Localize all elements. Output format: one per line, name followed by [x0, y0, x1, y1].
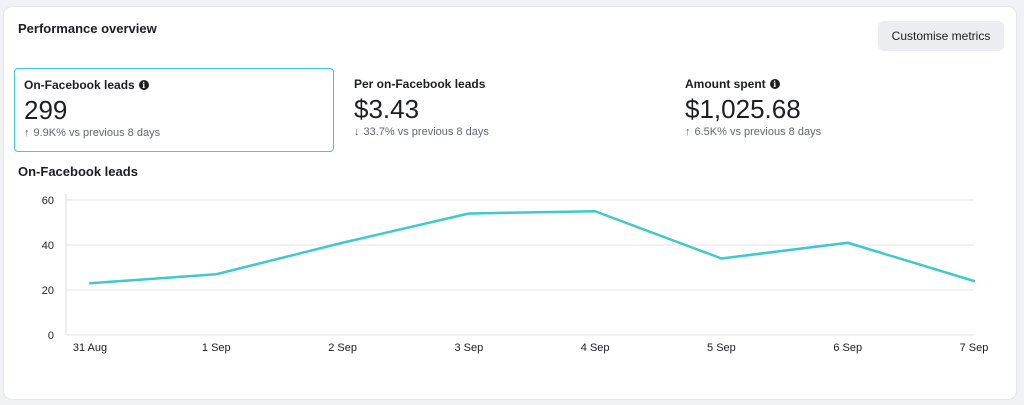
x-tick-label: 4 Sep [581, 342, 610, 354]
metric-value: $3.43 [354, 94, 420, 124]
metric-value: $1,025.68 [685, 94, 801, 124]
metric-change: ↓ 33.7% vs previous 8 days [354, 126, 656, 138]
customise-metrics-button[interactable]: Customise metrics [878, 21, 1004, 51]
metric-change: ↑ 9.9K% vs previous 8 days [24, 127, 324, 139]
performance-overview-card: Performance overview Customise metrics O… [4, 7, 1016, 399]
page-title: Performance overview [18, 21, 157, 36]
metric-label: Per on-Facebook leads [354, 76, 656, 92]
metric-label-text: Per on-Facebook leads [354, 77, 486, 91]
x-tick-label: 31 Aug [73, 342, 107, 354]
y-tick-label: 60 [42, 195, 54, 207]
x-tick-label: 1 Sep [202, 342, 231, 354]
arrow-down-icon: ↓ [354, 126, 360, 138]
x-tick-label: 5 Sep [707, 342, 736, 354]
x-tick-label: 7 Sep [960, 342, 989, 354]
series-line-1 [88, 210, 976, 285]
metric-label-text: Amount spent [685, 77, 766, 91]
chart-title: On-Facebook leads [18, 164, 138, 179]
metric-label: On-Facebook leads i [24, 77, 324, 93]
metric-card-3[interactable]: Amount spent i $1,025.68 ↑ 6.5K% vs previous… [676, 68, 996, 152]
metric-change-text: 33.7% vs previous 8 days [363, 126, 489, 138]
leads-line-chart: 0 20 40 60 31 Aug 1 Sep 2 Sep 3 Sep 4 Sep 5 Sep 6 … [42, 194, 989, 354]
metric-value: 299 [24, 95, 68, 125]
x-tick-label: 2 Sep [328, 342, 357, 354]
metric-label: Amount spent i [685, 76, 987, 92]
info-icon[interactable]: i [769, 79, 780, 89]
arrow-up-icon: ↑ [24, 127, 30, 139]
metric-change-text: 6.5K% vs previous 8 days [694, 126, 822, 138]
info-icon[interactable]: i [138, 80, 149, 90]
metric-change: ↑ 6.5K% vs previous 8 days [685, 126, 987, 138]
metric-change-text: 9.9K% vs previous 8 days [33, 127, 161, 139]
x-tick-label: 3 Sep [454, 342, 483, 354]
y-tick-label: 20 [42, 285, 54, 297]
metric-card-1[interactable]: On-Facebook leads i 299 ↑ 9.9K% vs previous … [14, 68, 334, 152]
y-tick-label: 40 [42, 240, 54, 252]
metric-label-text: On-Facebook leads [24, 78, 135, 92]
y-tick-label: 0 [48, 330, 54, 342]
x-tick-label: 6 Sep [833, 342, 862, 354]
arrow-up-icon: ↑ [685, 126, 691, 138]
metric-card-2[interactable]: Per on-Facebook leads $3.43 ↓ 33.7% vs prev… [345, 68, 665, 152]
